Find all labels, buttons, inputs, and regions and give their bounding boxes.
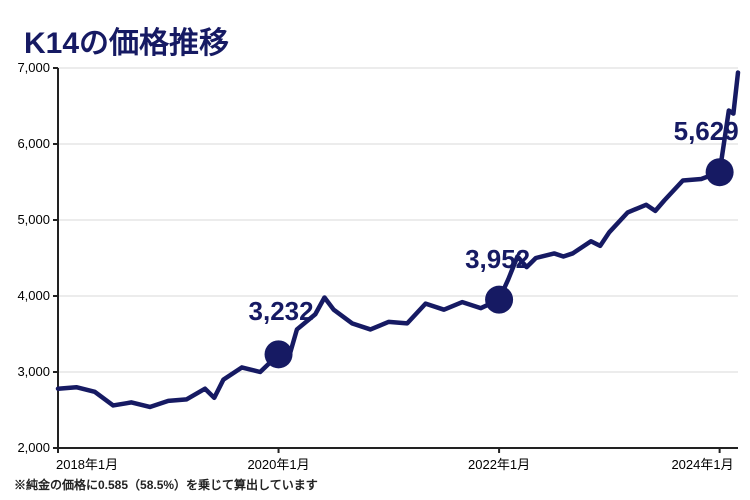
- chart-container: { "chart": { "type": "line", "title": "K…: [0, 0, 750, 500]
- callout-label: 3,952: [465, 244, 530, 275]
- y-tick-label: 2,000: [17, 440, 50, 455]
- y-tick-label: 3,000: [17, 364, 50, 379]
- x-tick-label: 2020年1月: [247, 454, 309, 473]
- chart-footnote: ※純金の価格に0.585（58.5%）を乗じて算出しています: [14, 476, 318, 493]
- y-tick-label: 7,000: [17, 60, 50, 75]
- y-tick-label: 5,000: [17, 212, 50, 227]
- y-tick-label: 6,000: [17, 136, 50, 151]
- callout-label: 5,629: [674, 116, 739, 147]
- line-chart: [0, 0, 750, 500]
- y-tick-label: 4,000: [17, 288, 50, 303]
- callout-label: 3,232: [249, 296, 314, 327]
- x-tick-label: 2022年1月: [468, 454, 530, 473]
- x-tick-label: 2018年1月: [56, 454, 118, 473]
- x-tick-label: 2024年1月: [671, 454, 733, 473]
